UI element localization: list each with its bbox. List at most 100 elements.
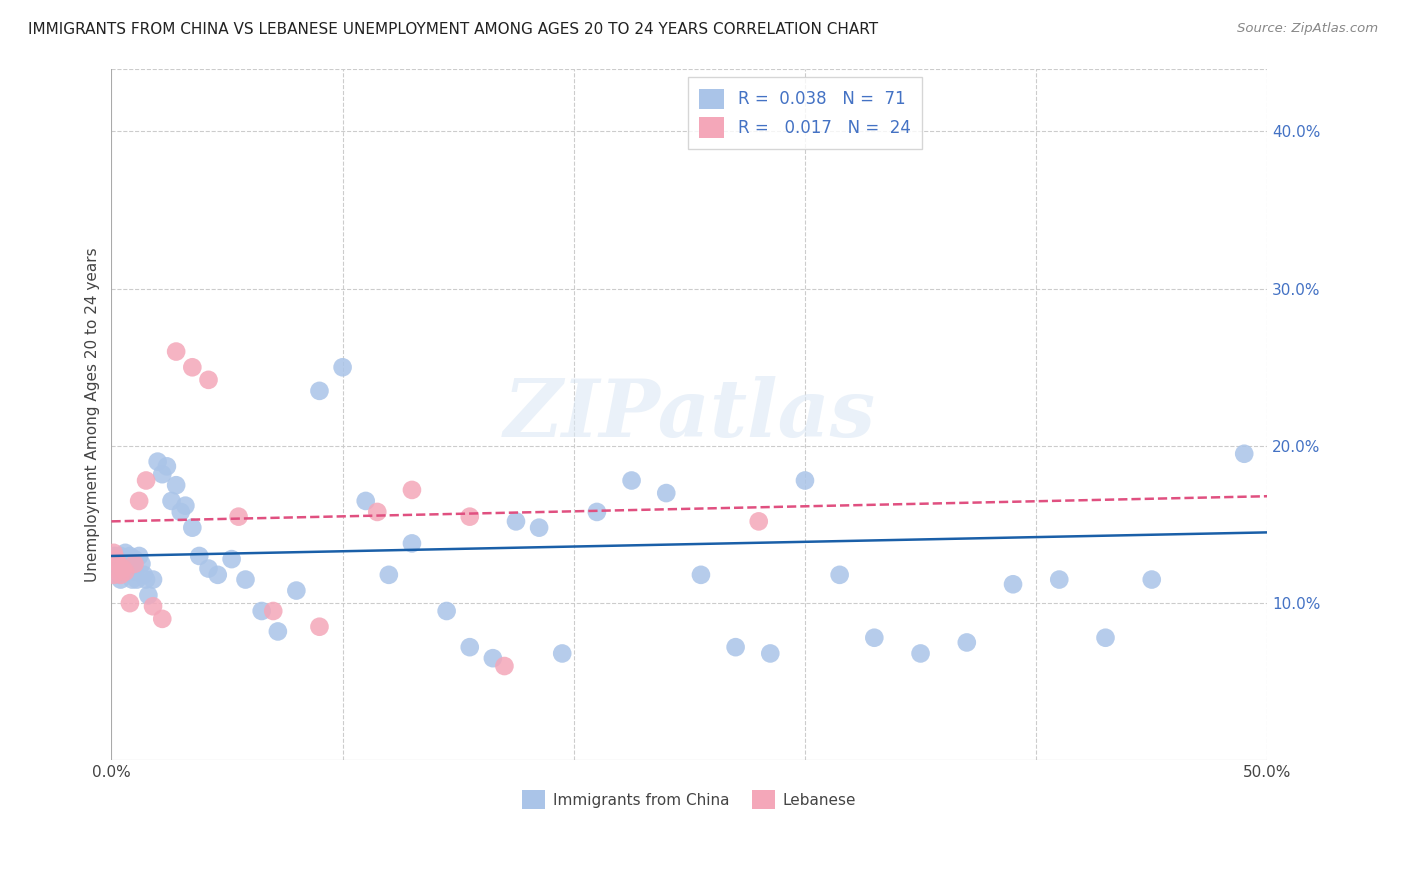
Immigrants from China [107,567,129,582]
Y-axis label: Unemployment Among Ages 20 to 24 years: Unemployment Among Ages 20 to 24 years [86,247,100,582]
Immigrants from China [586,505,609,519]
Immigrants from China [551,647,574,661]
Immigrants from China [110,573,132,587]
Immigrants from China [401,536,423,550]
Lebanese [105,552,128,566]
Immigrants from China [690,567,713,582]
Lebanese [748,515,770,529]
Immigrants from China [142,573,165,587]
Immigrants from China [146,455,169,469]
Lebanese [107,557,129,571]
Immigrants from China [110,549,132,563]
Immigrants from China [188,549,211,563]
Lebanese [118,596,141,610]
Lebanese [181,360,204,375]
Immigrants from China [124,565,146,579]
Immigrants from China [103,549,125,563]
Text: Source: ZipAtlas.com: Source: ZipAtlas.com [1237,22,1378,36]
Immigrants from China [332,360,354,375]
Immigrants from China [111,552,134,566]
Immigrants from China [267,624,290,639]
Immigrants from China [207,567,229,582]
Immigrants from China [378,567,401,582]
Immigrants from China [174,499,197,513]
Immigrants from China [956,635,979,649]
Immigrants from China [197,561,219,575]
Immigrants from China [124,552,146,566]
Immigrants from China [103,557,125,571]
Lebanese [110,567,132,582]
Immigrants from China [250,604,273,618]
Lebanese [262,604,284,618]
Lebanese [103,567,125,582]
Immigrants from China [221,552,243,566]
Lebanese [165,344,187,359]
Immigrants from China [759,647,782,661]
Immigrants from China [1002,577,1025,591]
Lebanese [308,620,330,634]
Immigrants from China [107,561,129,575]
Immigrants from China [105,549,128,563]
Lebanese [124,557,146,571]
Immigrants from China [458,640,481,655]
Immigrants from China [128,549,150,563]
Lebanese [228,509,250,524]
Immigrants from China [1233,447,1256,461]
Immigrants from China [125,573,148,587]
Lebanese [458,509,481,524]
Immigrants from China [235,573,257,587]
Immigrants from China [138,588,160,602]
Lebanese [114,565,136,579]
Lebanese [401,483,423,497]
Immigrants from China [165,478,187,492]
Lebanese [197,373,219,387]
Immigrants from China [131,557,153,571]
Immigrants from China [111,557,134,571]
Immigrants from China [105,557,128,571]
Immigrants from China [620,474,643,488]
Lebanese [135,474,157,488]
Immigrants from China [118,561,141,575]
Immigrants from China [505,515,527,529]
Lebanese [128,494,150,508]
Immigrants from China [121,573,143,587]
Immigrants from China [527,521,550,535]
Immigrants from China [111,565,134,579]
Lebanese [103,546,125,560]
Immigrants from China [1094,631,1116,645]
Immigrants from China [724,640,747,655]
Immigrants from China [655,486,678,500]
Immigrants from China [118,549,141,563]
Immigrants from China [135,573,157,587]
Immigrants from China [482,651,505,665]
Immigrants from China [828,567,851,582]
Immigrants from China [1047,573,1070,587]
Immigrants from China [308,384,330,398]
Immigrants from China [117,557,139,571]
Immigrants from China [105,565,128,579]
Immigrants from China [794,474,817,488]
Immigrants from China [354,494,377,508]
Text: ZIPatlas: ZIPatlas [503,376,876,453]
Text: IMMIGRANTS FROM CHINA VS LEBANESE UNEMPLOYMENT AMONG AGES 20 TO 24 YEARS CORRELA: IMMIGRANTS FROM CHINA VS LEBANESE UNEMPL… [28,22,879,37]
Immigrants from China [107,552,129,566]
Immigrants from China [114,546,136,560]
Lebanese [366,505,388,519]
Immigrants from China [114,552,136,566]
Immigrants from China [285,583,308,598]
Immigrants from China [156,459,179,474]
Immigrants from China [436,604,458,618]
Immigrants from China [170,505,193,519]
Lebanese [111,561,134,575]
Immigrants from China [132,567,155,582]
Lebanese [150,612,173,626]
Immigrants from China [181,521,204,535]
Immigrants from China [160,494,183,508]
Legend: Immigrants from China, Lebanese: Immigrants from China, Lebanese [516,784,862,815]
Immigrants from China [1140,573,1163,587]
Immigrants from China [910,647,932,661]
Immigrants from China [150,467,173,482]
Immigrants from China [863,631,886,645]
Lebanese [142,599,165,614]
Lebanese [494,659,516,673]
